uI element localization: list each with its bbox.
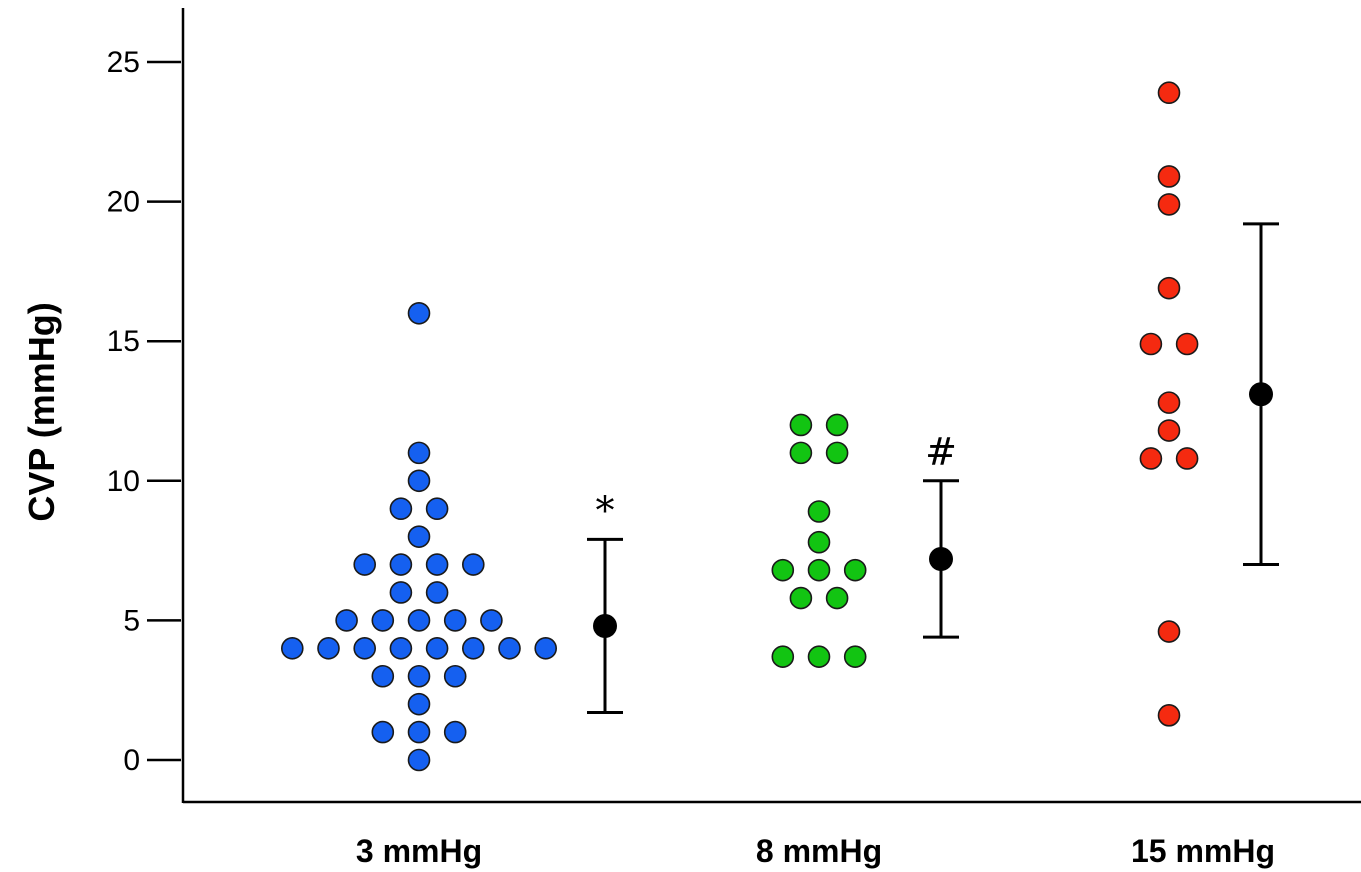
data-point <box>353 553 377 576</box>
data-point <box>789 586 813 610</box>
data-point <box>771 645 795 668</box>
data-point <box>1157 276 1181 300</box>
data-point <box>335 609 358 632</box>
data-point <box>1157 391 1181 414</box>
category-label: 15 mmHg <box>1131 833 1275 869</box>
mean-marker <box>593 613 617 638</box>
data-point <box>425 553 449 576</box>
data-point <box>317 637 340 660</box>
data-point <box>480 609 503 632</box>
y-tick-label: 5 <box>123 604 140 637</box>
data-point <box>425 581 449 604</box>
data-point <box>280 637 304 660</box>
data-point <box>443 609 467 632</box>
significance-mark: # <box>925 430 957 474</box>
data-point <box>1175 332 1199 356</box>
y-tick-label: 15 <box>107 325 140 358</box>
data-point <box>1175 447 1199 470</box>
data-point <box>407 664 431 688</box>
data-point <box>789 441 813 465</box>
data-point <box>534 637 558 660</box>
data-point <box>1157 419 1181 442</box>
data-point <box>825 441 849 465</box>
data-point <box>461 637 485 660</box>
data-point <box>371 664 395 688</box>
data-point <box>1139 332 1163 356</box>
data-point <box>407 525 431 548</box>
data-point <box>407 720 431 744</box>
data-point <box>1139 447 1163 470</box>
data-point <box>771 558 795 582</box>
data-point <box>825 413 849 437</box>
data-point <box>807 558 831 582</box>
data-point <box>443 664 467 688</box>
data-point <box>389 637 413 660</box>
data-point <box>407 609 431 632</box>
data-point <box>371 609 395 632</box>
y-tick-label: 10 <box>107 465 140 498</box>
data-point <box>407 692 431 716</box>
data-point <box>807 645 831 668</box>
data-point <box>389 497 413 521</box>
data-point <box>389 553 413 576</box>
y-tick-label: 25 <box>107 46 140 79</box>
data-point <box>353 637 377 660</box>
data-point <box>407 441 431 465</box>
data-points <box>280 81 1199 772</box>
significance-mark: * <box>596 488 615 532</box>
data-point <box>389 581 413 604</box>
mean-error-bars: *# <box>587 222 1279 715</box>
category-label: 3 mmHg <box>356 833 482 869</box>
data-point <box>1157 704 1181 727</box>
data-point <box>498 637 521 660</box>
y-tick-label: 0 <box>123 744 140 777</box>
data-point <box>443 720 467 744</box>
data-point <box>789 413 813 437</box>
data-point <box>425 497 449 521</box>
data-point <box>1157 165 1181 188</box>
category-labels: 3 mmHg 8 mmHg 15 mmHg <box>356 833 1275 869</box>
y-ticks: 0 5 10 15 20 25 <box>107 46 181 777</box>
data-point <box>407 469 431 493</box>
y-tick-label: 20 <box>107 186 140 219</box>
y-axis-title: CVP (mmHg) <box>21 302 62 521</box>
data-point <box>1157 193 1181 216</box>
data-point <box>461 553 485 576</box>
data-point <box>425 637 449 660</box>
data-point <box>1157 81 1181 105</box>
data-point <box>407 301 431 325</box>
category-label: 8 mmHg <box>756 833 882 869</box>
data-point <box>371 720 395 744</box>
mean-marker <box>929 546 953 571</box>
axes <box>181 8 1361 804</box>
data-point <box>1157 620 1181 643</box>
data-point <box>807 530 831 554</box>
data-point <box>807 500 831 523</box>
mean-marker <box>1249 382 1273 407</box>
data-point <box>825 586 849 610</box>
data-point <box>407 748 431 772</box>
data-point <box>843 558 867 582</box>
data-point <box>843 645 867 668</box>
